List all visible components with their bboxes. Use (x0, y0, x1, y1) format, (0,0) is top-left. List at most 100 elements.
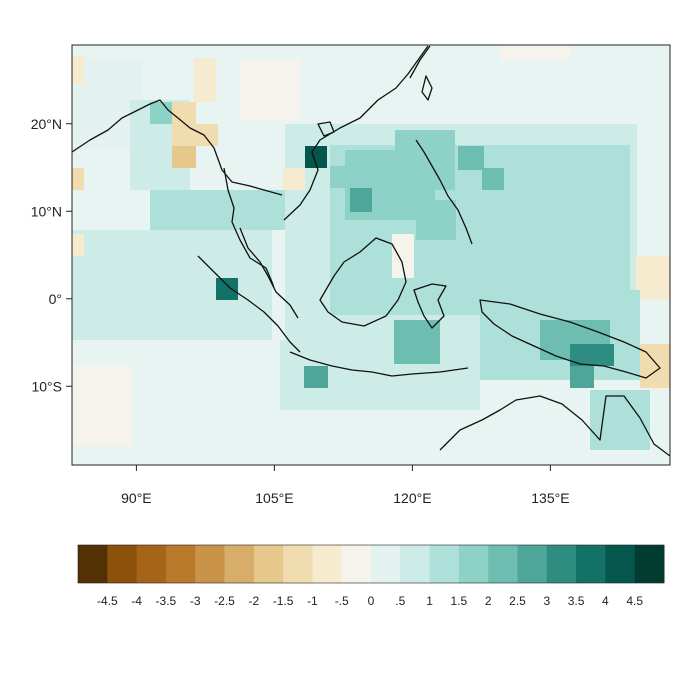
lon-tick-label: 135°E (531, 490, 569, 506)
colorbar-swatch (605, 545, 636, 583)
lon-tick-label: 120°E (393, 490, 431, 506)
field-cell (283, 168, 305, 190)
field-cell (458, 146, 484, 170)
field-cell (305, 146, 327, 168)
colorbar-label: -1 (307, 594, 318, 608)
colorbar-swatch (78, 545, 108, 583)
lon-tick-label: 90°E (121, 490, 152, 506)
field-cell (216, 278, 238, 300)
colorbar-swatch (488, 545, 518, 583)
coastline-malay-peninsula (239, 227, 299, 319)
lat-tick-label: 10°N (31, 203, 62, 219)
colorbar-label: -3 (190, 594, 201, 608)
colorbar-label: .5 (395, 594, 405, 608)
field-cell (330, 166, 350, 188)
field-cell (240, 60, 300, 120)
colorbar-label: -.5 (335, 594, 349, 608)
field-cell (72, 366, 132, 446)
colorbar-swatch (429, 545, 460, 583)
colorbar-swatch (195, 545, 225, 583)
coastline-australia (439, 395, 670, 457)
latitude-axis: 20°N 10°N 0° 10°S (31, 116, 72, 394)
colorbar-label: -1.5 (273, 594, 294, 608)
colorbar-label: 4.5 (626, 594, 643, 608)
colorbar-swatch (312, 545, 343, 583)
field-cell (636, 256, 670, 300)
field-cell (570, 366, 594, 388)
colorbar-swatch (253, 545, 284, 583)
colorbar-swatch (165, 545, 196, 583)
coastline-taiwan (421, 75, 433, 101)
colorbar (77, 544, 665, 584)
coastline-borneo (319, 237, 407, 327)
field-cell (240, 190, 285, 230)
colorbar-swatch (576, 545, 606, 583)
field-cell (172, 102, 196, 124)
colorbar-swatch (371, 545, 401, 583)
colorbar-label: 1 (426, 594, 433, 608)
field-cell (72, 168, 84, 190)
colorbar-swatch (107, 545, 138, 583)
colorbar-swatch (136, 545, 167, 583)
field-cell (350, 188, 372, 212)
coastline-hainan (317, 121, 335, 137)
coastline-lesser-sunda (371, 367, 469, 377)
coastline-burma-thailand (223, 167, 275, 289)
field-cell (72, 230, 272, 340)
data-field (72, 45, 670, 465)
coastline-philippines (415, 139, 473, 245)
field-cell (392, 234, 414, 278)
lat-tick-label: 0° (49, 291, 62, 307)
colorbar-label: -2.5 (214, 594, 235, 608)
colorbar-label: 4 (602, 594, 609, 608)
coastline-new-guinea (479, 299, 661, 379)
colorbar-labels: -4.5 -4 -3.5 -3 -2.5 -2 -1.5 -1 -.5 0 .5 1 1.5 2 2.5 3 3… (97, 594, 643, 608)
colorbar-label: -2 (248, 594, 259, 608)
field-cell (194, 58, 216, 102)
field-cell (482, 168, 504, 190)
lat-tick-label: 10°S (31, 378, 62, 394)
colorbar-swatch (458, 545, 489, 583)
field-cell (304, 366, 328, 388)
coastline-sumatra (197, 255, 301, 353)
field-cell (172, 146, 196, 168)
colorbar-border (77, 544, 665, 584)
lat-tick-label: 20°N (31, 116, 62, 132)
colorbar-label: 2.5 (509, 594, 526, 608)
field-cell (72, 234, 84, 256)
colorbar-swatch (224, 545, 255, 583)
coastline-java (289, 351, 373, 373)
map-frame (71, 44, 671, 466)
lon-tick-label: 105°E (255, 490, 293, 506)
field-cell (500, 45, 570, 60)
coastline-sulawesi (413, 283, 447, 329)
field-cell (150, 190, 240, 234)
colorbar-label: -4 (131, 594, 142, 608)
colorbar-label: 1.5 (451, 594, 468, 608)
coastline-india (72, 99, 283, 196)
field-cell (460, 190, 570, 260)
colorbar-label: 2 (485, 594, 492, 608)
coastline-indochina (283, 45, 429, 221)
colorbar-label: -3.5 (156, 594, 177, 608)
field-cell (395, 130, 455, 190)
field-cell (416, 200, 456, 240)
field-cell (640, 344, 670, 388)
colorbar-label: 3 (543, 594, 550, 608)
colorbar-label: 0 (368, 594, 375, 608)
colorbar-swatch (546, 545, 577, 583)
field-cell (150, 102, 172, 124)
colorbar-label: 3.5 (568, 594, 585, 608)
field-cell (72, 56, 84, 84)
colorbar-swatch (517, 545, 548, 583)
colorbar-swatch (400, 545, 431, 583)
colorbar-swatch (634, 545, 665, 583)
coastline-east-asia (409, 45, 431, 79)
field-cell (172, 124, 218, 146)
longitude-axis: 90°E 105°E 120°E 135°E (121, 465, 570, 506)
coastlines (72, 45, 670, 457)
colorbar-swatch (341, 545, 372, 583)
field-cell (570, 344, 614, 366)
colorbar-swatch (283, 545, 313, 583)
